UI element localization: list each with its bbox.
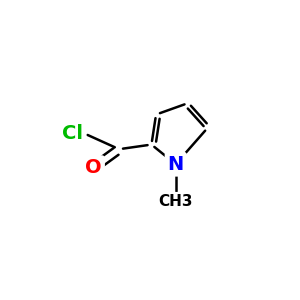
Text: N: N: [168, 155, 184, 174]
Text: CH3: CH3: [158, 194, 193, 209]
Text: Cl: Cl: [62, 124, 83, 142]
Text: O: O: [85, 158, 102, 177]
